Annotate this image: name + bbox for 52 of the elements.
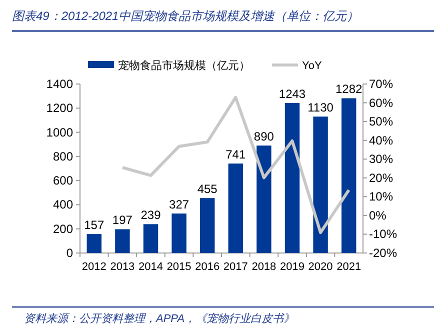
bar: [172, 214, 186, 253]
data-label: 327: [169, 198, 190, 212]
data-label: 1282: [336, 82, 363, 96]
y2-tick-label: -20%: [369, 246, 398, 260]
y-tick-label: 400: [52, 198, 74, 212]
data-label: 1243: [278, 86, 306, 101]
y-tick-label: 200: [52, 222, 74, 236]
x-tick-label: 2012: [82, 261, 106, 273]
x-tick-label: 2019: [280, 261, 304, 273]
y-tick-label: 800: [52, 149, 74, 164]
y-tick-label: 1000: [46, 125, 74, 140]
y2-tick-label: 40%: [369, 133, 394, 148]
x-tick-label: 2013: [110, 261, 135, 273]
data-label: 1130: [308, 100, 334, 115]
y2-tick-label: 60%: [369, 96, 394, 110]
data-label: 197: [112, 213, 133, 228]
bar: [86, 234, 102, 253]
bar: [284, 102, 300, 253]
bar: [143, 224, 158, 253]
bar: [341, 98, 356, 253]
bar: [200, 198, 215, 253]
x-tick-label: 2016: [195, 261, 220, 273]
bar: [115, 229, 130, 253]
x-tick-label: 2014: [138, 261, 163, 273]
legend-label: YoY: [302, 60, 322, 72]
y-tick-label: 1200: [46, 101, 74, 116]
y-tick-label: 0: [66, 246, 74, 260]
y2-tick-label: 70%: [369, 77, 394, 91]
chart-title: 图表49：2012-2021中国宠物食品市场规模及增速（单位：亿元）: [12, 9, 359, 23]
x-tick-label: 2017: [223, 261, 248, 273]
legend-label: 宠物食品市场规模（亿元）: [118, 59, 250, 72]
data-label: 239: [140, 208, 162, 222]
x-tick-label: 2015: [166, 261, 192, 273]
x-tick-label: 2021: [336, 261, 362, 273]
data-label: 157: [84, 218, 104, 232]
bar: [313, 116, 328, 253]
bar: [228, 164, 244, 253]
x-tick-label: 2018: [252, 261, 276, 273]
y2-tick-label: 10%: [369, 190, 394, 204]
y2-tick-label: 0%: [369, 208, 387, 222]
bar: [256, 146, 272, 253]
data-label: 890: [254, 130, 274, 144]
y-tick-label: 1400: [46, 77, 74, 91]
data-label: 741: [226, 148, 246, 162]
y-tick-label: 600: [52, 174, 74, 188]
x-tick-label: 2020: [308, 261, 333, 273]
text: 资料来源：公开资料整理，APPA，《宠物行业白皮书》: [24, 312, 295, 325]
y2-tick-label: -10%: [369, 227, 398, 242]
y2-tick-label: 50%: [369, 114, 394, 129]
data-label: 455: [197, 182, 218, 196]
y2-tick-label: 30%: [369, 152, 394, 166]
y2-tick-label: 20%: [369, 170, 394, 185]
